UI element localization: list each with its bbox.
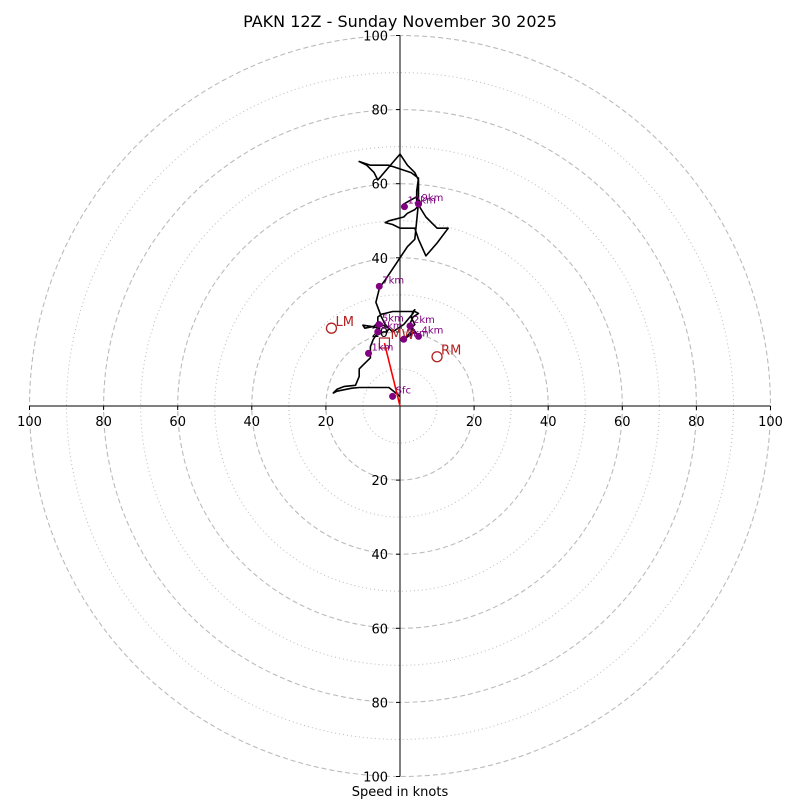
y-tick-label: 20 [371,474,388,489]
y-tick-label: 80 [371,104,388,119]
y-tick-label: 100 [363,30,388,45]
x-tick-label: 60 [169,415,186,430]
x-tick-label: 100 [17,415,42,430]
tick-labels: 1001008080606040402020202040406060808010… [17,30,783,786]
height-point-1km [365,349,373,357]
height-points-layer: Sfc1km3km4km2km5km6km7km9km12km [365,193,443,400]
y-tick-label: 40 [371,252,388,267]
height-point-12km [400,203,408,211]
hodograph-trace [332,153,450,398]
x-tick-label: 80 [95,415,112,430]
y-tick-label: 100 [363,771,388,786]
height-point-2km [406,322,414,330]
y-tick-label: 40 [371,548,388,563]
storm-motion-LM [325,322,338,334]
height-point-9km [415,200,423,208]
height-label-Sfc: Sfc [396,385,411,396]
x-tick-label: 100 [758,415,783,430]
mean-wind-layer: MW [378,328,415,407]
x-tick-label: 20 [318,415,335,430]
height-label-4km: 4km [422,325,444,336]
height-label-7km: 7km [382,275,404,286]
x-tick-label: 80 [688,415,705,430]
storm-motion-label-RM: RM [441,344,461,359]
y-tick-label: 80 [371,696,388,711]
height-label-5km: 5km [382,313,404,324]
height-label-6km: 6km [381,321,403,332]
height-point-5km [375,320,383,328]
hodograph-trace-layer [332,153,450,398]
height-point-6km [374,328,382,336]
storm-motion-layer: LM RM [325,315,461,363]
x-tick-label: 40 [540,415,557,430]
height-point-4km [415,332,423,340]
mean-wind-vector [383,342,401,407]
height-label-12km: 12km [407,196,435,207]
height-point-7km [375,282,383,290]
height-point-Sfc [389,392,397,400]
height-label-9km: 9km [422,193,444,204]
x-axis-label: Speed in knots [352,785,449,800]
x-tick-label: 60 [614,415,631,430]
chart-title: PAKN 12Z - Sunday November 30 2025 [243,12,557,31]
y-tick-label: 60 [371,178,388,193]
x-tick-label: 20 [466,415,483,430]
storm-motion-label-LM: LM [335,315,353,330]
mean-wind-label: MW [390,328,414,343]
y-tick-label: 60 [371,622,388,637]
x-tick-label: 40 [244,415,261,430]
height-label-1km: 1km [372,342,394,353]
mean-wind-marker [378,337,391,349]
storm-motion-RM [431,351,443,363]
height-point-3km [400,335,408,343]
height-label-2km: 2km [413,315,435,326]
